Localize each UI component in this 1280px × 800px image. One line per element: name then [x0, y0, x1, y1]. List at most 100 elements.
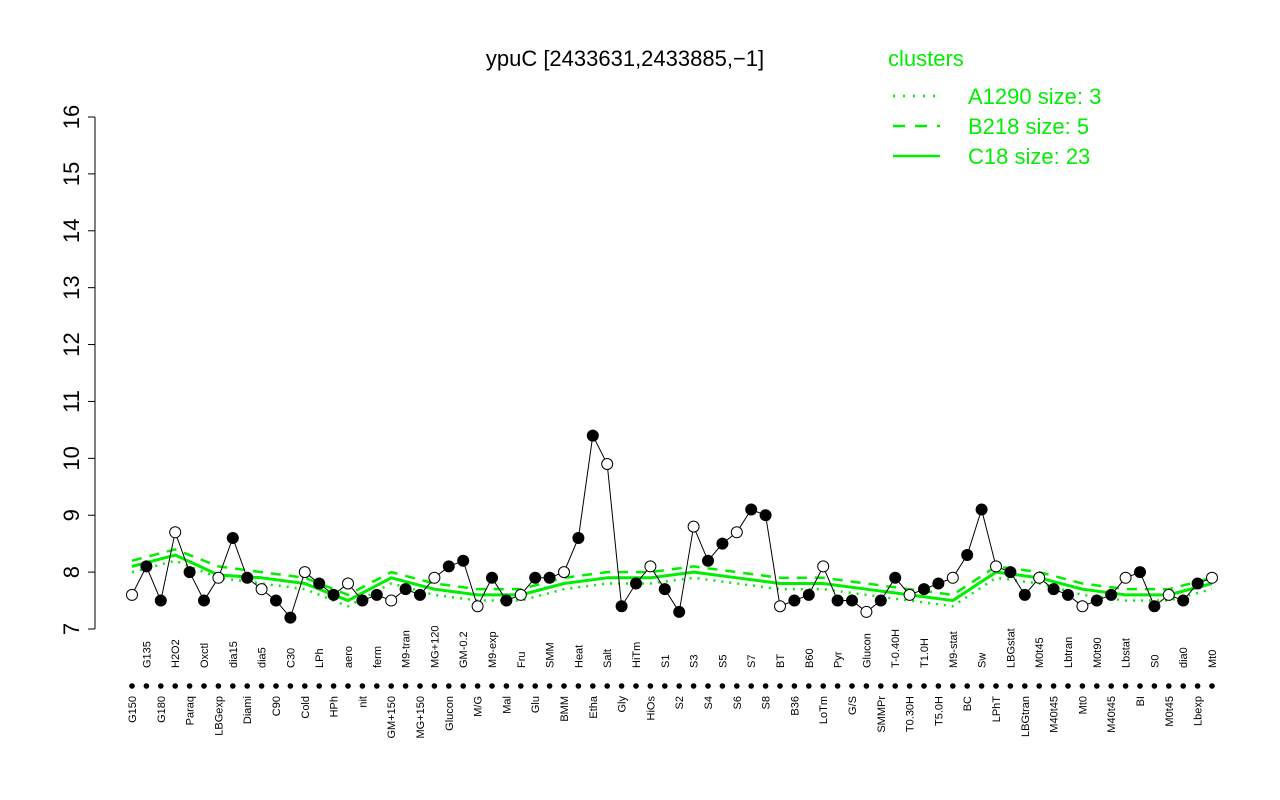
x-tick-label-upper: G135: [141, 641, 153, 668]
data-point: [356, 594, 369, 607]
data-point: [370, 588, 383, 601]
x-tick-dot: [690, 683, 697, 689]
x-tick-label: Gly: [617, 696, 629, 713]
data-point: [1076, 600, 1089, 613]
x-tick-dot: [820, 683, 826, 689]
data-point: [903, 588, 916, 601]
data-point: [788, 594, 801, 607]
x-tick-dot: [561, 683, 567, 689]
data-point: [846, 594, 858, 607]
x-tick-label-upper: Lbstat: [1121, 638, 1133, 668]
x-tick-dot: [460, 683, 467, 689]
data-point: [673, 605, 686, 618]
x-tick-label-upper: Sw: [977, 653, 989, 668]
x-tick-label: Cold: [300, 696, 312, 719]
legend-label-c18: C18 size: 23: [968, 144, 1090, 169]
data-point: [399, 583, 412, 596]
data-point: [327, 588, 340, 601]
data-point: [802, 588, 815, 601]
x-tick-dot: [431, 683, 438, 689]
x-tick-dot: [129, 683, 135, 689]
x-tick-dot: [863, 683, 870, 689]
legend: clusters A1290 size: 3 B218 size: 5 C18 …: [888, 46, 1101, 169]
y-tick-label: 15: [59, 162, 84, 186]
data-point: [831, 594, 844, 607]
x-tick-dot: [316, 683, 323, 689]
data-point: [529, 571, 542, 584]
x-tick-label: Paraq: [185, 696, 197, 725]
x-axis: G150 G135 G180 H2O2 Paraq Oxctl LBGexp dia15 Dia…: [127, 626, 1219, 739]
x-tick-label-upper: HiTm: [631, 642, 643, 668]
x-tick-label-upper: GM-0.2: [458, 631, 470, 668]
x-tick-label-upper: B60: [804, 648, 816, 668]
x-tick-label: BI: [1135, 696, 1147, 706]
x-tick-label: Glucon: [444, 696, 456, 731]
data-point: [946, 571, 959, 584]
data-point: [140, 560, 153, 573]
x-tick-dot: [1194, 683, 1201, 689]
x-tick-label-upper: Lbtran: [1063, 637, 1075, 668]
x-tick-label-upper: LBGstat: [1005, 628, 1017, 668]
x-tick-label: T5.0H: [933, 696, 945, 726]
data-point: [1162, 588, 1175, 601]
y-tick-label: 16: [59, 105, 84, 129]
data-point: [586, 429, 599, 442]
y-tick-label: 10: [59, 446, 84, 470]
data-point: [658, 583, 671, 596]
x-tick-label-upper: Fru: [516, 652, 528, 669]
x-tick-dot: [618, 683, 625, 689]
x-tick-dot: [158, 683, 164, 689]
data-point: [1148, 600, 1161, 613]
x-tick-dot: [993, 683, 999, 689]
x-tick-dot: [748, 683, 754, 689]
data-point: [255, 583, 268, 596]
x-tick-dot: [402, 683, 409, 689]
x-tick-dot: [330, 683, 337, 689]
x-tick-label-upper: dia15: [228, 641, 240, 668]
x-tick-label: Lbexp: [1193, 696, 1205, 726]
data-point: [644, 560, 657, 573]
x-tick-dot: [1050, 683, 1057, 689]
y-axis: 7 8 9 10 11 12 13 14 15 16: [59, 105, 96, 635]
data-point: [428, 571, 441, 584]
data-point: [730, 526, 743, 539]
data-point: [198, 594, 210, 607]
x-tick-dot: [705, 683, 711, 689]
x-tick-label-upper: M0t45: [1034, 637, 1046, 668]
x-tick-label-upper: T1.0H: [919, 638, 931, 668]
data-point: [558, 566, 570, 579]
data-point: [486, 571, 498, 584]
x-tick-dot: [662, 683, 668, 689]
x-tick-label: MG+150: [415, 696, 427, 739]
x-tick-label-upper: aero: [343, 646, 355, 668]
x-tick-label: LBGtran: [1020, 696, 1032, 737]
x-tick-dot: [806, 683, 812, 689]
y-tick-label: 7: [59, 623, 84, 635]
data-point: [514, 588, 527, 601]
x-tick-label-upper: MG+120: [429, 626, 441, 669]
x-tick-dot: [287, 683, 294, 689]
x-tick-label-upper: Oxctl: [199, 643, 211, 668]
series-line-dotted: [131, 559, 1213, 608]
data-point: [932, 577, 945, 590]
x-tick-dot: [302, 683, 308, 689]
x-tick-dot: [186, 683, 193, 689]
x-tick-label-upper: Heat: [573, 645, 585, 668]
x-tick-dot: [1065, 683, 1071, 689]
x-tick-dot: [921, 683, 927, 689]
x-tick-label: Mal: [501, 696, 513, 714]
data-point: [457, 554, 470, 567]
data-point: [860, 605, 873, 618]
x-tick-dot: [359, 683, 366, 689]
data-point: [226, 531, 239, 544]
y-tick-label: 12: [59, 332, 84, 356]
data-point: [716, 537, 729, 550]
x-tick-dot: [215, 683, 222, 689]
x-tick-label: G150: [127, 696, 139, 723]
x-tick-dot: [1122, 683, 1129, 689]
x-tick-label-upper: SMM: [545, 642, 557, 668]
y-tick-label: 11: [59, 390, 84, 413]
x-tick-label-upper: M0t90: [1092, 637, 1104, 668]
x-tick-dot: [878, 683, 884, 689]
data-point: [212, 571, 225, 584]
